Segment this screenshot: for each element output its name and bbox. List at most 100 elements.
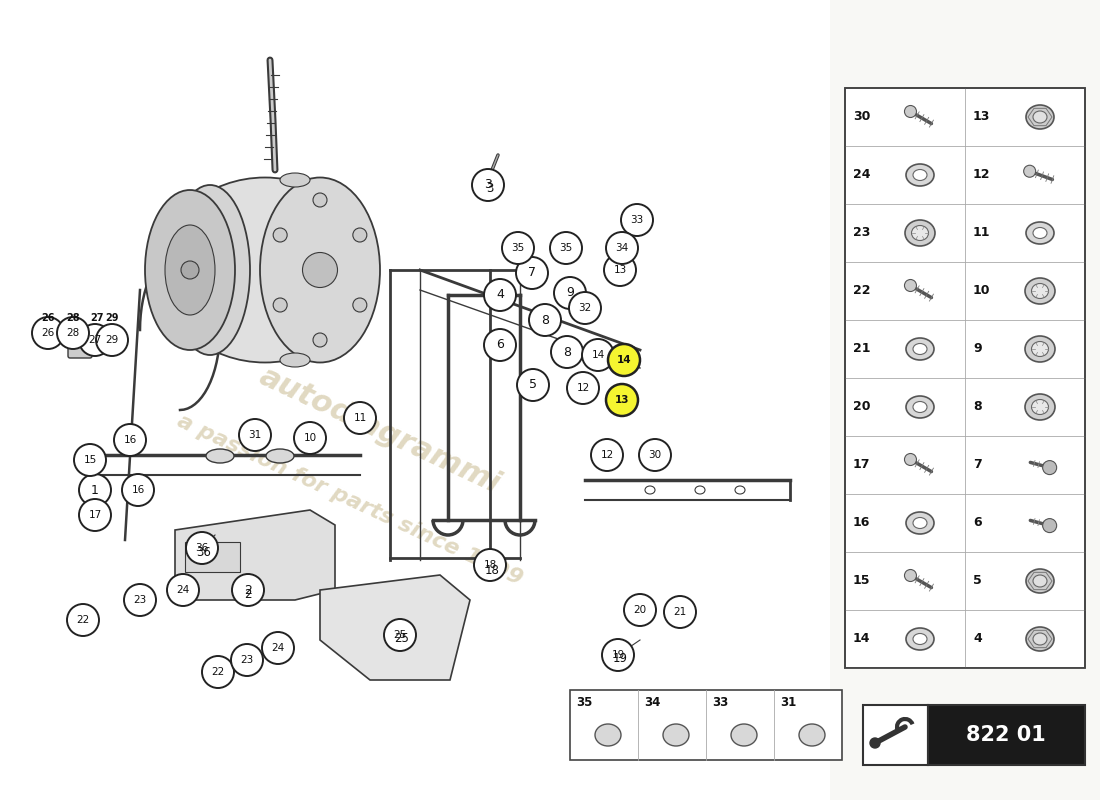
Text: 6: 6	[496, 338, 504, 351]
Ellipse shape	[206, 449, 234, 463]
Ellipse shape	[273, 298, 287, 312]
Circle shape	[582, 339, 614, 371]
Ellipse shape	[1026, 627, 1054, 651]
Text: 20: 20	[634, 605, 647, 615]
Text: 1: 1	[91, 483, 99, 497]
Ellipse shape	[1043, 518, 1057, 533]
Ellipse shape	[353, 298, 366, 312]
Text: 8: 8	[563, 346, 571, 358]
Circle shape	[502, 232, 534, 264]
Ellipse shape	[1026, 105, 1054, 129]
Circle shape	[239, 419, 271, 451]
Circle shape	[124, 584, 156, 616]
Text: 13: 13	[614, 265, 627, 275]
Text: 30: 30	[648, 450, 661, 460]
Ellipse shape	[1032, 283, 1048, 298]
Ellipse shape	[1033, 633, 1047, 645]
Text: 36: 36	[196, 543, 209, 553]
Text: 12: 12	[576, 383, 590, 393]
Text: autodiagrammi: autodiagrammi	[255, 362, 505, 498]
Ellipse shape	[905, 220, 935, 246]
Text: 22: 22	[211, 667, 224, 677]
Text: 8: 8	[974, 401, 981, 414]
Text: 14: 14	[592, 350, 605, 360]
Circle shape	[231, 644, 263, 676]
Ellipse shape	[695, 486, 705, 494]
Text: 24: 24	[176, 585, 189, 595]
Circle shape	[32, 317, 64, 349]
Circle shape	[554, 277, 586, 309]
Text: 30: 30	[852, 110, 870, 123]
Ellipse shape	[280, 173, 310, 187]
Text: 12: 12	[974, 169, 990, 182]
Text: 12: 12	[601, 450, 614, 460]
Text: 28: 28	[66, 313, 80, 323]
Circle shape	[517, 369, 549, 401]
Ellipse shape	[165, 225, 214, 315]
Text: 31: 31	[249, 430, 262, 440]
Text: 4: 4	[974, 633, 981, 646]
Text: 5: 5	[529, 378, 537, 391]
Ellipse shape	[1032, 399, 1048, 414]
Bar	[185, 542, 240, 572]
Circle shape	[606, 232, 638, 264]
Ellipse shape	[906, 512, 934, 534]
Text: 10: 10	[304, 433, 317, 443]
Text: 29: 29	[106, 313, 119, 323]
Text: 6: 6	[974, 517, 981, 530]
Ellipse shape	[1032, 342, 1048, 357]
Text: 16: 16	[852, 517, 870, 530]
Circle shape	[122, 474, 154, 506]
Ellipse shape	[314, 193, 327, 207]
Circle shape	[602, 639, 634, 671]
Ellipse shape	[314, 333, 327, 347]
Ellipse shape	[663, 724, 689, 746]
Text: 17: 17	[852, 458, 870, 471]
Text: 2: 2	[244, 583, 252, 597]
Text: 19: 19	[612, 650, 625, 660]
Ellipse shape	[913, 402, 927, 413]
Ellipse shape	[182, 261, 199, 279]
Text: 24: 24	[272, 643, 285, 653]
Text: 35: 35	[512, 243, 525, 253]
Text: 16: 16	[131, 485, 144, 495]
Text: 27: 27	[88, 335, 101, 345]
Circle shape	[202, 656, 234, 688]
Circle shape	[96, 324, 128, 356]
Text: 22: 22	[852, 285, 870, 298]
Ellipse shape	[870, 738, 880, 748]
Circle shape	[79, 324, 111, 356]
Ellipse shape	[912, 226, 928, 241]
Text: 23: 23	[852, 226, 870, 239]
Bar	[0, 0, 830, 800]
Circle shape	[550, 232, 582, 264]
Circle shape	[232, 574, 264, 606]
Text: 34: 34	[644, 695, 660, 709]
Ellipse shape	[904, 454, 916, 466]
Bar	[570, 690, 842, 760]
Text: 24: 24	[852, 169, 870, 182]
Text: 13: 13	[974, 110, 990, 123]
Text: 19: 19	[613, 651, 627, 665]
Circle shape	[529, 304, 561, 336]
Text: 2: 2	[244, 589, 252, 602]
Text: 16: 16	[123, 435, 136, 445]
Text: 9: 9	[566, 286, 574, 299]
Circle shape	[294, 422, 326, 454]
Text: 26: 26	[42, 313, 55, 323]
Circle shape	[167, 574, 199, 606]
Ellipse shape	[1026, 222, 1054, 244]
Ellipse shape	[645, 486, 654, 494]
Text: 29: 29	[106, 335, 119, 345]
Ellipse shape	[160, 178, 370, 362]
Text: 13: 13	[615, 395, 629, 405]
Ellipse shape	[906, 164, 934, 186]
Text: 36: 36	[197, 546, 211, 559]
Ellipse shape	[1025, 336, 1055, 362]
Circle shape	[639, 439, 671, 471]
Ellipse shape	[595, 724, 621, 746]
Text: a passion for parts since 1999: a passion for parts since 1999	[174, 411, 526, 589]
Text: 18: 18	[483, 560, 496, 570]
Ellipse shape	[170, 185, 250, 355]
Text: 15: 15	[852, 574, 870, 587]
